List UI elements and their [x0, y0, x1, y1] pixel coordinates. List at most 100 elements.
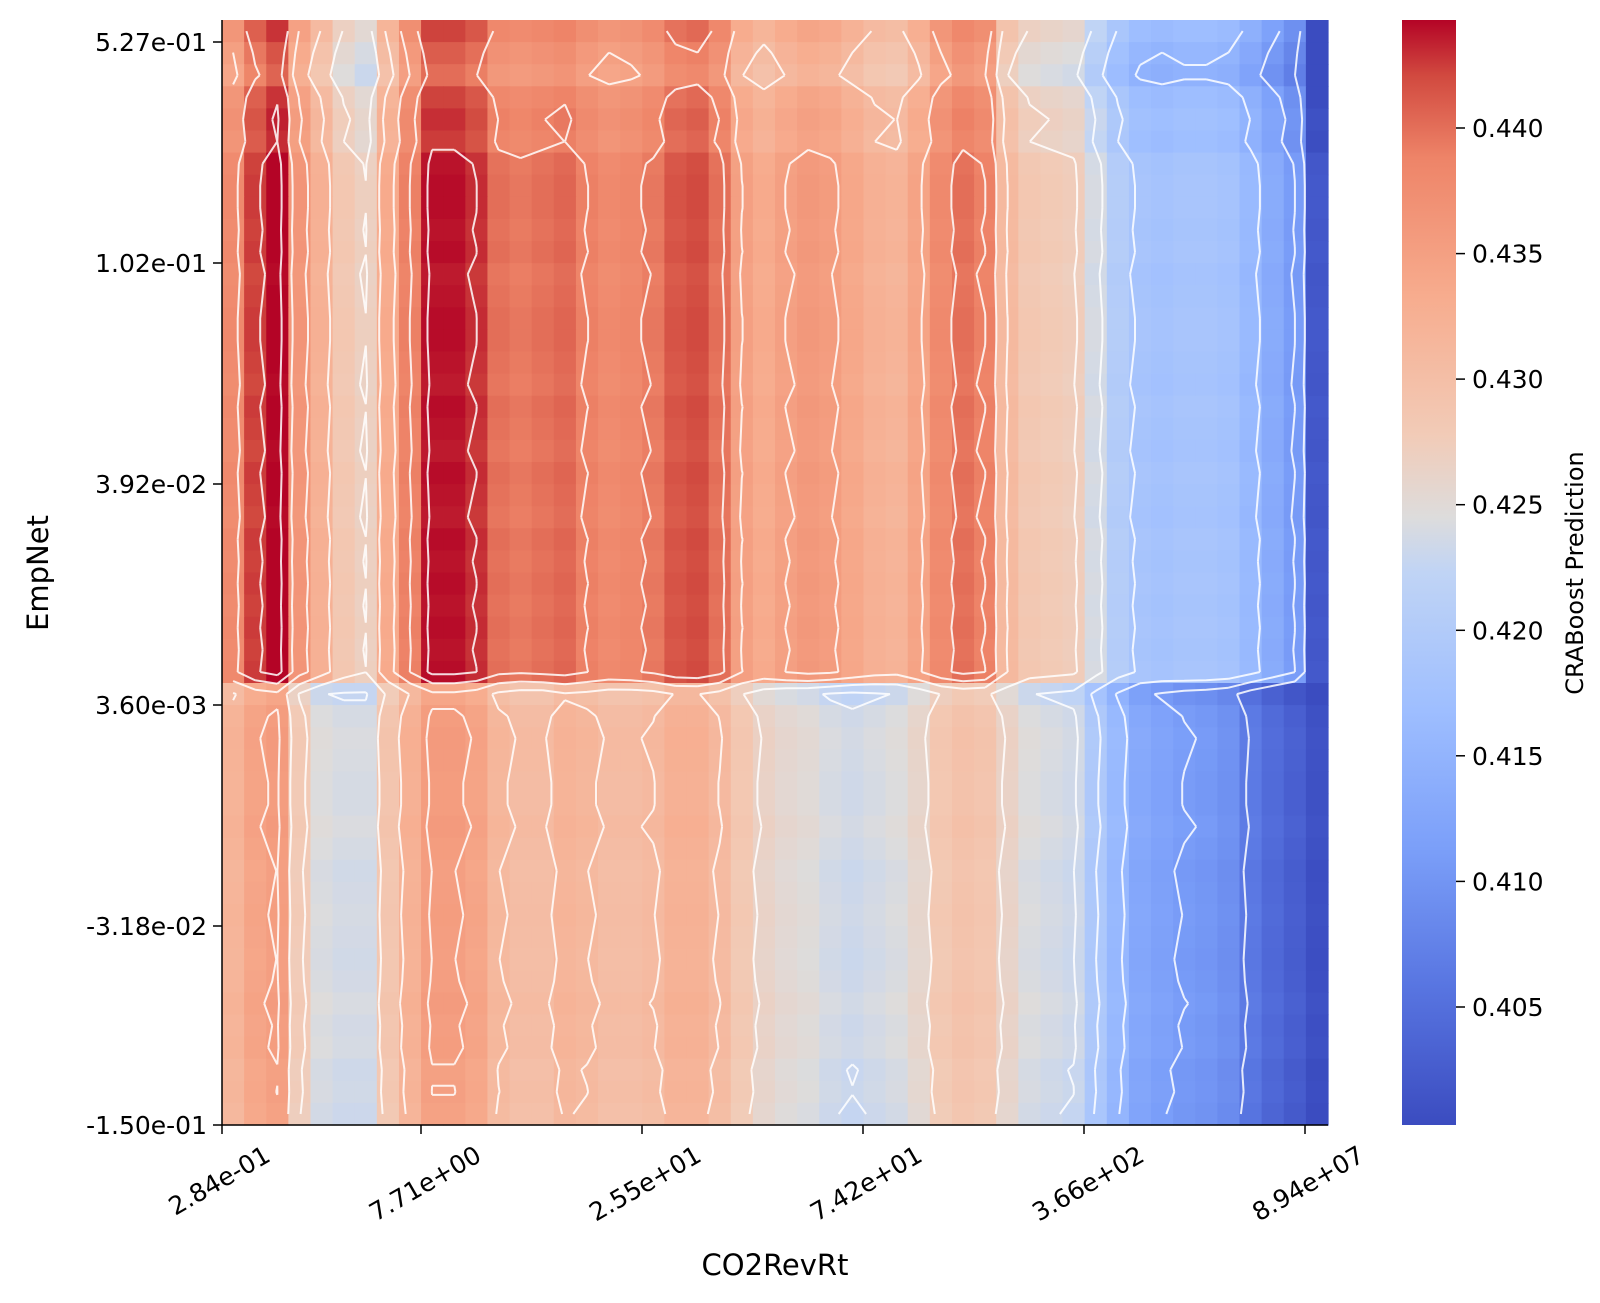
heatmap-cell: [1261, 196, 1285, 220]
heatmap-cell: [1106, 42, 1130, 65]
heatmap-cell: [752, 373, 776, 397]
heatmap-cell: [620, 771, 643, 795]
heatmap-cell: [642, 1102, 665, 1126]
heatmap-cell: [1018, 307, 1042, 330]
heatmap-cell: [421, 152, 444, 176]
heatmap-cell: [974, 948, 997, 971]
heatmap-cell: [509, 1036, 533, 1060]
heatmap-cell: [354, 395, 378, 419]
heatmap-cell: [664, 594, 688, 618]
heatmap-cell: [1040, 1036, 1064, 1060]
heatmap-cell: [1040, 948, 1064, 971]
heatmap-cell: [288, 351, 312, 375]
heatmap-cell: [531, 462, 555, 485]
heatmap-cell: [1062, 992, 1086, 1016]
heatmap-cell: [1106, 439, 1130, 463]
heatmap-cell: [708, 218, 732, 242]
heatmap-cell: [775, 1058, 798, 1082]
heatmap-cell: [1283, 705, 1307, 728]
heatmap-cell: [487, 64, 511, 87]
heatmap-cell: [1040, 351, 1064, 375]
heatmap-cell: [1062, 130, 1086, 154]
heatmap-cell: [487, 218, 511, 242]
heatmap-cell: [553, 351, 577, 375]
heatmap-cell: [1062, 660, 1086, 684]
heatmap-cell: [531, 616, 555, 640]
heatmap-cell: [885, 1036, 909, 1060]
heatmap-cell: [1084, 528, 1108, 551]
heatmap-cell: [929, 307, 953, 330]
heatmap-cell: [598, 948, 621, 971]
heatmap-cell: [1106, 64, 1130, 87]
heatmap-cell: [575, 683, 599, 706]
heatmap-cell: [819, 970, 842, 993]
heatmap-cell: [752, 1102, 776, 1126]
heatmap-cell: [288, 329, 312, 353]
heatmap-cell: [974, 1102, 997, 1126]
heatmap-cell: [819, 1080, 842, 1104]
heatmap-cell: [951, 64, 975, 87]
heatmap-cell: [1239, 462, 1263, 485]
heatmap-cell: [664, 881, 688, 905]
heatmap-cell: [1040, 218, 1064, 242]
heatmap-cell: [288, 1058, 312, 1082]
heatmap-cell: [553, 462, 577, 485]
heatmap-cell: [974, 130, 997, 154]
heatmap-cell: [907, 616, 931, 640]
heatmap-cell: [686, 42, 710, 65]
heatmap-cell: [1040, 793, 1064, 817]
heatmap-cell: [1040, 749, 1064, 772]
heatmap-cell: [598, 285, 621, 308]
heatmap-cell: [1217, 86, 1241, 109]
heatmap-cell: [730, 705, 754, 728]
heatmap-cell: [553, 1036, 577, 1060]
heatmap-cell: [620, 462, 643, 485]
heatmap-cell: [907, 771, 931, 795]
heatmap-cell: [885, 506, 909, 529]
heatmap-cell: [907, 42, 931, 65]
heatmap-cell: [1305, 683, 1329, 706]
heatmap-cell: [620, 439, 643, 463]
heatmap-cell: [996, 904, 1019, 927]
heatmap-cell: [819, 351, 842, 375]
heatmap-cell: [951, 727, 975, 750]
heatmap-cell: [775, 395, 798, 419]
heatmap-cell: [509, 439, 533, 463]
heatmap-cell: [310, 174, 334, 198]
heatmap-cell: [1283, 904, 1307, 927]
heatmap-cell: [487, 771, 511, 795]
heatmap-cell: [752, 550, 776, 574]
heatmap-cell: [907, 572, 931, 596]
heatmap-cell: [642, 108, 665, 132]
heatmap-cell: [1261, 749, 1285, 772]
heatmap-cell: [487, 42, 511, 65]
heatmap-cell: [1128, 594, 1152, 618]
heatmap-cell: [863, 926, 887, 949]
heatmap-cell: [1283, 1036, 1307, 1060]
heatmap-cell: [310, 1080, 334, 1104]
heatmap-cell: [1084, 705, 1108, 728]
heatmap-cell: [863, 970, 887, 993]
heatmap-cell: [1217, 64, 1241, 87]
heatmap-cell: [1040, 329, 1064, 353]
heatmap-cell: [863, 683, 887, 706]
heatmap-cell: [974, 837, 997, 861]
heatmap-cell: [1195, 705, 1218, 728]
heatmap-cell: [775, 174, 798, 198]
heatmap-cell: [907, 1080, 931, 1104]
heatmap-cell: [664, 484, 688, 507]
heatmap-cell: [266, 749, 289, 772]
heatmap-cell: [708, 42, 732, 65]
heatmap-cell: [1084, 196, 1108, 220]
heatmap-cell: [487, 1102, 511, 1126]
heatmap-cell: [664, 904, 688, 927]
heatmap-cell: [598, 439, 621, 463]
heatmap-cell: [885, 1014, 909, 1038]
heatmap-cell: [1195, 395, 1218, 419]
heatmap-cell: [598, 417, 621, 441]
heatmap-cell: [1062, 462, 1086, 485]
heatmap-cell: [620, 926, 643, 949]
heatmap-cell: [1173, 329, 1196, 353]
heatmap-cell: [752, 196, 776, 220]
heatmap-cell: [752, 705, 776, 728]
